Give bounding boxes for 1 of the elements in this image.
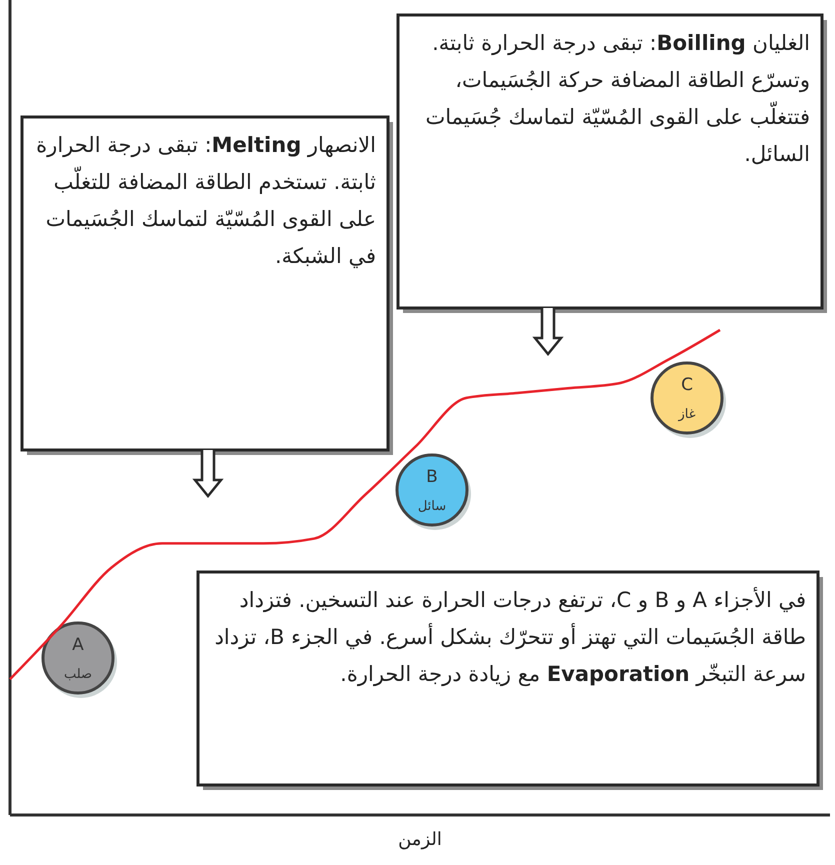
x-axis-title: الزمن xyxy=(398,829,442,850)
